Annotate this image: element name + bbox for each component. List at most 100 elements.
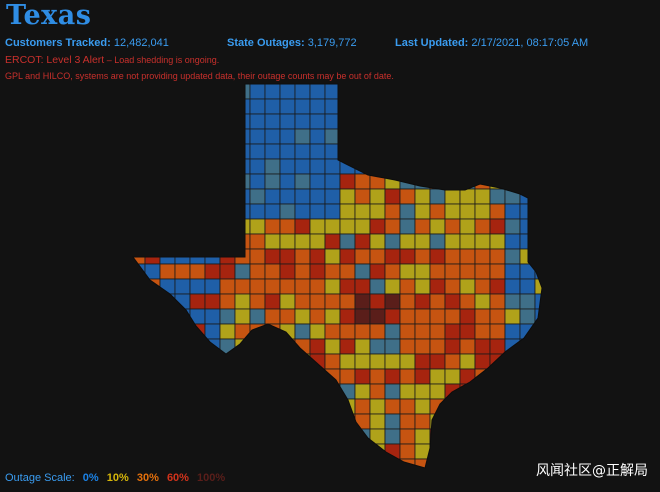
county-cell[interactable] <box>130 308 146 325</box>
county-cell[interactable] <box>399 158 416 175</box>
county-cell[interactable] <box>444 413 461 430</box>
county-cell[interactable] <box>504 308 521 325</box>
county-cell[interactable] <box>294 338 311 355</box>
county-cell[interactable] <box>399 218 416 235</box>
county-cell[interactable] <box>279 263 296 280</box>
county-cell[interactable] <box>489 458 506 474</box>
county-cell[interactable] <box>504 263 521 280</box>
county-cell[interactable] <box>429 233 446 250</box>
county-cell[interactable] <box>504 113 521 130</box>
county-cell[interactable] <box>339 158 356 175</box>
county-cell[interactable] <box>189 128 206 145</box>
county-cell[interactable] <box>294 84 311 100</box>
county-cell[interactable] <box>369 113 386 130</box>
county-cell[interactable] <box>399 308 416 325</box>
county-cell[interactable] <box>309 84 326 100</box>
county-cell[interactable] <box>324 443 341 460</box>
county-cell[interactable] <box>534 293 550 310</box>
county-cell[interactable] <box>339 218 356 235</box>
county-cell[interactable] <box>534 173 550 190</box>
county-cell[interactable] <box>504 233 521 250</box>
county-cell[interactable] <box>504 278 521 295</box>
county-cell[interactable] <box>474 143 491 160</box>
county-cell[interactable] <box>130 173 146 190</box>
county-cell[interactable] <box>399 128 416 145</box>
county-cell[interactable] <box>429 218 446 235</box>
county-cell[interactable] <box>519 443 536 460</box>
county-cell[interactable] <box>324 413 341 430</box>
county-cell[interactable] <box>354 293 371 310</box>
county-cell[interactable] <box>384 218 401 235</box>
county-cell[interactable] <box>489 113 506 130</box>
county-cell[interactable] <box>189 278 206 295</box>
county-cell[interactable] <box>189 233 206 250</box>
county-cell[interactable] <box>234 353 251 370</box>
county-cell[interactable] <box>130 84 146 100</box>
county-cell[interactable] <box>204 413 221 430</box>
county-cell[interactable] <box>474 84 491 100</box>
county-cell[interactable] <box>519 278 536 295</box>
county-cell[interactable] <box>130 278 146 295</box>
county-cell[interactable] <box>309 443 326 460</box>
county-cell[interactable] <box>174 233 191 250</box>
county-cell[interactable] <box>249 398 266 415</box>
county-cell[interactable] <box>234 458 251 474</box>
county-cell[interactable] <box>294 248 311 265</box>
county-cell[interactable] <box>474 278 491 295</box>
county-cell[interactable] <box>234 98 251 115</box>
county-cell[interactable] <box>369 128 386 145</box>
county-cell[interactable] <box>159 143 176 160</box>
county-cell[interactable] <box>324 278 341 295</box>
county-cell[interactable] <box>369 188 386 205</box>
county-cell[interactable] <box>234 308 251 325</box>
county-cell[interactable] <box>489 338 506 355</box>
county-cell[interactable] <box>504 383 521 400</box>
county-cell[interactable] <box>519 128 536 145</box>
county-cell[interactable] <box>444 143 461 160</box>
county-cell[interactable] <box>339 203 356 220</box>
county-cell[interactable] <box>130 263 146 280</box>
county-cell[interactable] <box>204 203 221 220</box>
county-cell[interactable] <box>414 428 431 445</box>
county-cell[interactable] <box>354 338 371 355</box>
county-cell[interactable] <box>174 353 191 370</box>
county-cell[interactable] <box>324 218 341 235</box>
county-cell[interactable] <box>534 278 550 295</box>
county-cell[interactable] <box>249 188 266 205</box>
county-cell[interactable] <box>474 158 491 175</box>
county-cell[interactable] <box>234 383 251 400</box>
county-cell[interactable] <box>294 308 311 325</box>
county-cell[interactable] <box>174 188 191 205</box>
county-cell[interactable] <box>294 353 311 370</box>
county-cell[interactable] <box>294 128 311 145</box>
county-cell[interactable] <box>249 293 266 310</box>
county-cell[interactable] <box>234 113 251 130</box>
county-cell[interactable] <box>174 84 191 100</box>
county-cell[interactable] <box>234 293 251 310</box>
county-cell[interactable] <box>324 188 341 205</box>
county-cell[interactable] <box>309 188 326 205</box>
county-cell[interactable] <box>294 113 311 130</box>
county-cell[interactable] <box>174 413 191 430</box>
county-cell[interactable] <box>384 353 401 370</box>
county-cell[interactable] <box>384 413 401 430</box>
county-cell[interactable] <box>354 263 371 280</box>
county-cell[interactable] <box>159 308 176 325</box>
county-cell[interactable] <box>429 428 446 445</box>
county-cell[interactable] <box>159 84 176 100</box>
county-cell[interactable] <box>249 428 266 445</box>
county-cell[interactable] <box>489 353 506 370</box>
county-cell[interactable] <box>294 173 311 190</box>
county-cell[interactable] <box>444 323 461 340</box>
county-cell[interactable] <box>489 188 506 205</box>
county-cell[interactable] <box>384 128 401 145</box>
county-cell[interactable] <box>219 84 236 100</box>
county-cell[interactable] <box>204 428 221 445</box>
county-cell[interactable] <box>399 188 416 205</box>
county-cell[interactable] <box>189 338 206 355</box>
county-cell[interactable] <box>474 413 491 430</box>
county-cell[interactable] <box>174 428 191 445</box>
county-cell[interactable] <box>489 293 506 310</box>
county-cell[interactable] <box>474 188 491 205</box>
county-cell[interactable] <box>519 158 536 175</box>
